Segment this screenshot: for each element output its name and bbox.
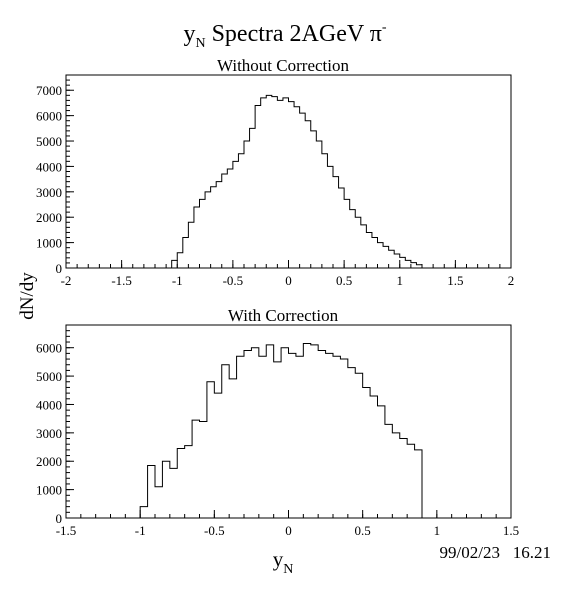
x-tick-label: 1.5 (447, 273, 463, 288)
panel-with-correction: With Correction -1.5 -1 -0.5 0 0.5 1 1.5 0 1000 2… (36, 306, 519, 538)
axis-ticks-without-correction: -2 -1.5 -1 -0.5 0 0.5 1 1.5 2 0 1000 2000 3000 4000 50… (36, 74, 515, 288)
histogram-with-correction (66, 342, 511, 519)
x-tick-label: -1 (172, 273, 183, 288)
y-tick-label: 0 (56, 511, 63, 526)
y-tick-label: 6000 (36, 109, 62, 124)
x-tick-label: -2 (61, 273, 72, 288)
panel-title-without-correction: Without Correction (217, 56, 349, 75)
x-tick-label: -0.5 (204, 523, 225, 538)
y-tick-label: 4000 (36, 397, 62, 412)
main-title-y: y (183, 21, 195, 47)
x-tick-label: 0 (285, 273, 292, 288)
axis-ticks-with-correction: -1.5 -1 -0.5 0 0.5 1 1.5 0 1000 2000 3000 4000 5000 6… (36, 324, 519, 538)
main-title-superscript: - (382, 20, 387, 35)
panel-frame-without-correction (65, 74, 512, 269)
x-tick-label: 0.5 (336, 273, 352, 288)
y-tick-label: 2000 (36, 454, 62, 469)
y-tick-label: 3000 (36, 426, 62, 441)
x-tick-label: 0 (285, 523, 292, 538)
x-tick-label: 0.5 (355, 523, 371, 538)
y-tick-label: 2000 (36, 210, 62, 225)
y-tick-label: 1000 (36, 483, 62, 498)
x-axis-label: yN (273, 547, 294, 577)
y-tick-label: 6000 (36, 341, 62, 356)
x-tick-label: 1.5 (503, 523, 519, 538)
x-axis-label-subscript: N (283, 562, 293, 577)
main-title-text: Spectra 2AGeV π (206, 21, 382, 47)
x-tick-label: -1.5 (111, 273, 132, 288)
main-title: yN Spectra 2AGeV π- (183, 20, 386, 51)
main-title-subscript: N (195, 36, 205, 51)
panel-frame-with-correction (65, 324, 512, 519)
y-tick-label: 4000 (36, 159, 62, 174)
histogram-without-correction (66, 94, 511, 269)
x-tick-label: 1 (397, 273, 404, 288)
y-tick-label: 5000 (36, 369, 62, 384)
x-tick-label: -1.5 (56, 523, 77, 538)
y-axis-label: dN/dy (17, 272, 38, 320)
y-tick-label: 3000 (36, 185, 62, 200)
y-tick-label: 1000 (36, 236, 62, 251)
x-axis-label-y: y (273, 547, 284, 571)
y-tick-label: 5000 (36, 134, 62, 149)
x-tick-label: 1 (434, 523, 441, 538)
x-tick-label: -0.5 (223, 273, 244, 288)
panel-without-correction: Without Correction -2 -1.5 -1 -0.5 0 0.5 1 1.5 2… (36, 56, 514, 288)
y-tick-label: 7000 (36, 83, 62, 98)
y-tick-label: 0 (56, 261, 63, 276)
x-tick-label: -1 (135, 523, 146, 538)
panel-title-with-correction: With Correction (228, 306, 339, 325)
x-tick-label: 2 (508, 273, 515, 288)
timestamp: 99/02/23 16.21 (440, 543, 551, 562)
